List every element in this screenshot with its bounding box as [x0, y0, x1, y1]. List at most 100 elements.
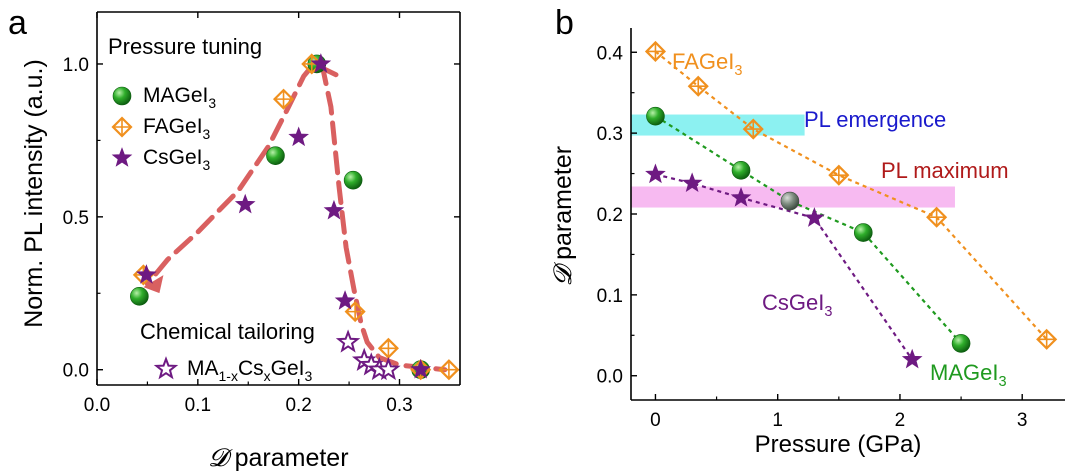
panel-label-b: b [555, 4, 574, 42]
panel-a-data-points [130, 53, 460, 381]
b-series-label-green-part: MAGeI [930, 360, 998, 385]
y-tick-label: 0.0 [63, 361, 89, 382]
b-point-diamond-0-cross [646, 42, 665, 61]
b-point-star-4 [901, 348, 923, 369]
b-point-star-3 [804, 207, 825, 227]
x-axis-title: 𝓓 parameter [208, 443, 348, 472]
b-point-diamond-1-outline [687, 75, 709, 97]
b-series-label-green: MAGeI3 [930, 360, 1007, 390]
b-point-diamond-4-outline [926, 206, 948, 228]
x-tick-label: 0.2 [285, 395, 311, 416]
a-point-diamond-3-cross [346, 302, 365, 321]
a-point-star-4 [323, 199, 345, 220]
legend-marker-diamond [111, 116, 133, 138]
x-tick-label: 1 [772, 410, 783, 431]
y-tick-label: 0.1 [597, 286, 623, 307]
a-point-diamond-3-outline [344, 301, 366, 323]
panel-b-bands: PL emergence PL maximum [631, 107, 1009, 208]
b-point-diamond-5 [1036, 328, 1058, 350]
b-point-diamond-0-outline [644, 40, 667, 63]
legend-label-sphere: MAGeI3 [143, 84, 216, 111]
legend-label-diamond-part: FAGeI [143, 115, 203, 138]
legend-label-part: MA [187, 357, 219, 380]
legend-marker-star [111, 147, 133, 167]
b-point-diamond-1-cross [689, 77, 708, 96]
b-point-sphere-4 [951, 334, 971, 353]
legend-label-open-star: MA1-xCsxGeI3 [187, 357, 312, 384]
a-point-star-0 [136, 264, 157, 284]
b-point-diamond-5-cross [1037, 330, 1056, 349]
x-tick-label: 0.3 [386, 395, 412, 416]
band-label-pl-emergence: PL emergence [804, 107, 946, 132]
y-axis-title: 𝓓 parameter [548, 146, 577, 286]
a-point-diamond-6 [438, 359, 460, 381]
b-line-green [654, 115, 962, 345]
a-point-open-star-4 [376, 356, 401, 381]
panel-b-axes: 0 1 2 3 0.0 0.1 0.2 0.3 0.4 Pressure (GPa) 𝓓 param… [548, 28, 1065, 458]
x-tick-label: 0.1 [185, 395, 211, 416]
b-point-sphere-1 [731, 161, 751, 180]
a-point-sphere-0 [130, 287, 149, 306]
a-point-diamond-3 [344, 301, 366, 323]
legend-label-part: x [264, 368, 271, 384]
y-tick-label: 0.5 [63, 208, 89, 229]
legend-label-part: 1-x [219, 368, 238, 384]
legend-label-star: CsGeI3 [143, 146, 211, 173]
b-series-label-orange-part: FAGeI [672, 49, 734, 74]
b-series-label-green-part: 3 [998, 374, 1006, 390]
b-point-diamond-4-cross [927, 208, 946, 227]
legend-title-pressure: Pressure tuning [108, 34, 262, 59]
legend-label-part: GeI [271, 357, 305, 380]
legend-label-star-part: 3 [203, 157, 211, 173]
a-point-diamond-6-cross [439, 360, 458, 379]
a-point-star-6 [410, 358, 432, 379]
x-tick-label: 3 [1017, 410, 1028, 431]
x-axis-title: Pressure (GPa) [755, 431, 922, 458]
a-point-diamond-4-cross [379, 339, 398, 358]
b-point-star-0 [645, 163, 666, 184]
b-series-label-purple: CsGeI3 [762, 290, 832, 320]
a-point-star-3 [310, 53, 332, 73]
fit-arrow-head [143, 275, 164, 294]
y-axis-title-text: parameter [549, 146, 577, 267]
a-point-star-2 [288, 126, 309, 147]
a-point-diamond-1-cross [274, 90, 293, 109]
legend-label-part: Cs [238, 357, 264, 380]
b-point-diamond-0 [644, 40, 667, 63]
band-label-pl-maximum: PL maximum [881, 158, 1009, 183]
legend-title-chemical: Chemical tailoring [140, 319, 315, 344]
a-point-sphere-3 [343, 170, 363, 190]
legend-marker-sphere [112, 86, 132, 106]
legend-marker-diamond-cross [113, 118, 131, 136]
b-point-star-1 [681, 172, 703, 193]
b-point-star-2 [730, 186, 752, 207]
a-point-open-star-0 [335, 329, 361, 353]
b-line-orange [654, 50, 1048, 341]
x-tick-label: 0.0 [84, 395, 110, 416]
y-tick-label: 0.4 [597, 43, 624, 64]
a-point-star-5 [334, 290, 356, 310]
b-point-diamond-5-outline [1036, 328, 1058, 350]
b-point-diamond-1 [687, 75, 709, 97]
legend-label-star-part: CsGeI [143, 146, 203, 169]
b-point-sphere-0 [646, 106, 665, 126]
b-point-diamond-3-outline [828, 164, 850, 186]
b-point-diamond-2 [742, 118, 764, 140]
x-tick-label: 0 [650, 410, 661, 431]
b-point-diamond-2-outline [742, 118, 764, 140]
y-tick-label: 1.0 [63, 55, 89, 76]
b-point-diamond-2-cross [744, 120, 763, 139]
y-tick-label: 0.0 [597, 367, 623, 388]
b-series-label-purple-part: 3 [824, 304, 832, 320]
legend-label-part: 3 [304, 368, 312, 384]
x-tick-label: 2 [895, 410, 906, 431]
x-axis-title-text: parameter [228, 444, 349, 472]
legend-marker-open-star [153, 356, 179, 380]
y-tick-label: 0.2 [597, 205, 623, 226]
y-axis-title: Norm. PL intensity (a.u.) [20, 59, 48, 328]
panel-a-legend: Pressure tuningMAGeI3FAGeI3CsGeI3Chemica… [108, 34, 315, 384]
b-series-label-purple-part: CsGeI [762, 290, 824, 315]
b-point-sphere-3 [853, 223, 873, 242]
